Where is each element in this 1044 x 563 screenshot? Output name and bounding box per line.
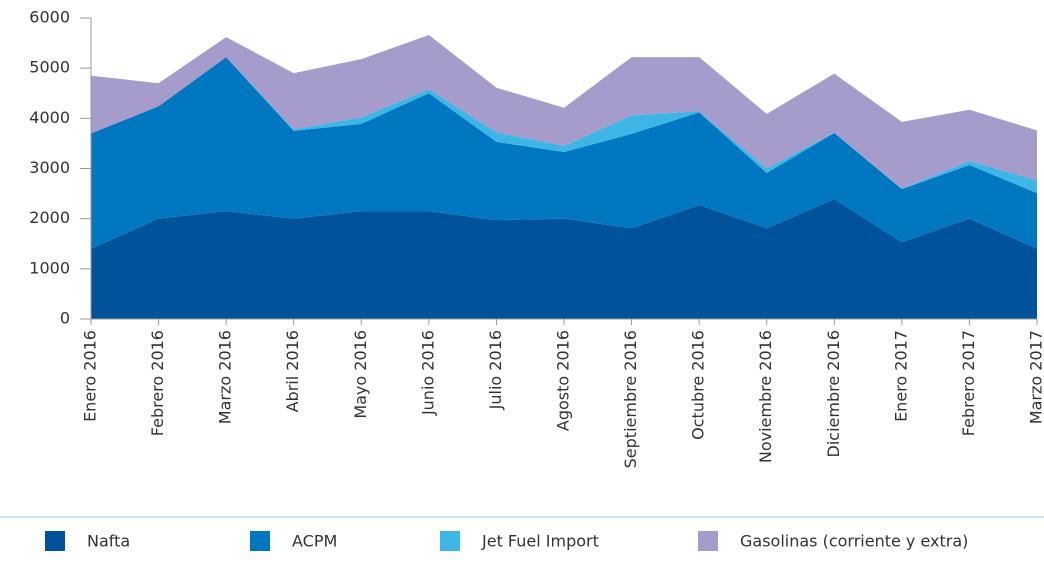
legend-label: ACPM	[292, 532, 337, 551]
x-tick-label: Enero 2016	[81, 330, 100, 422]
legend-label: Nafta	[87, 532, 130, 551]
y-tick-label: 1000	[29, 258, 70, 277]
y-tick-label: 0	[60, 309, 70, 328]
y-tick-label: 4000	[29, 108, 70, 127]
area	[91, 57, 1037, 249]
legend-swatch	[440, 531, 460, 551]
y-tick-label: 5000	[29, 58, 70, 77]
x-tick-label: Abril 2016	[283, 330, 302, 412]
x-tick-label: Febrero 2016	[148, 330, 167, 436]
x-tick-label: Mayo 2016	[351, 330, 370, 419]
area	[91, 35, 1037, 189]
y-tick-label: 3000	[29, 158, 70, 177]
x-tick-label: Junio 2016	[418, 330, 437, 416]
x-tick-label: Octubre 2016	[689, 330, 708, 440]
area	[91, 199, 1037, 319]
y-tick-label: 6000	[29, 8, 70, 27]
x-tick-label: Febrero 2017	[959, 330, 978, 436]
x-tick-label: Septiembre 2016	[621, 330, 640, 468]
x-tick-label: Marzo 2017	[1027, 330, 1044, 424]
x-tick-label: Agosto 2016	[554, 330, 573, 431]
legend-label: Jet Fuel Import	[481, 532, 599, 551]
x-tick-label: Noviembre 2016	[756, 330, 775, 463]
legend-swatch	[45, 531, 65, 551]
x-tick-label: Diciembre 2016	[824, 330, 843, 457]
x-tick-label: Enero 2017	[891, 330, 910, 422]
y-tick-label: 2000	[29, 208, 70, 227]
legend-swatch	[698, 531, 718, 551]
legend-label: Gasolinas (corriente y extra)	[740, 532, 968, 551]
legend-swatch	[250, 531, 270, 551]
x-tick-label: Julio 2016	[486, 330, 505, 410]
x-tick-label: Marzo 2016	[216, 330, 235, 424]
